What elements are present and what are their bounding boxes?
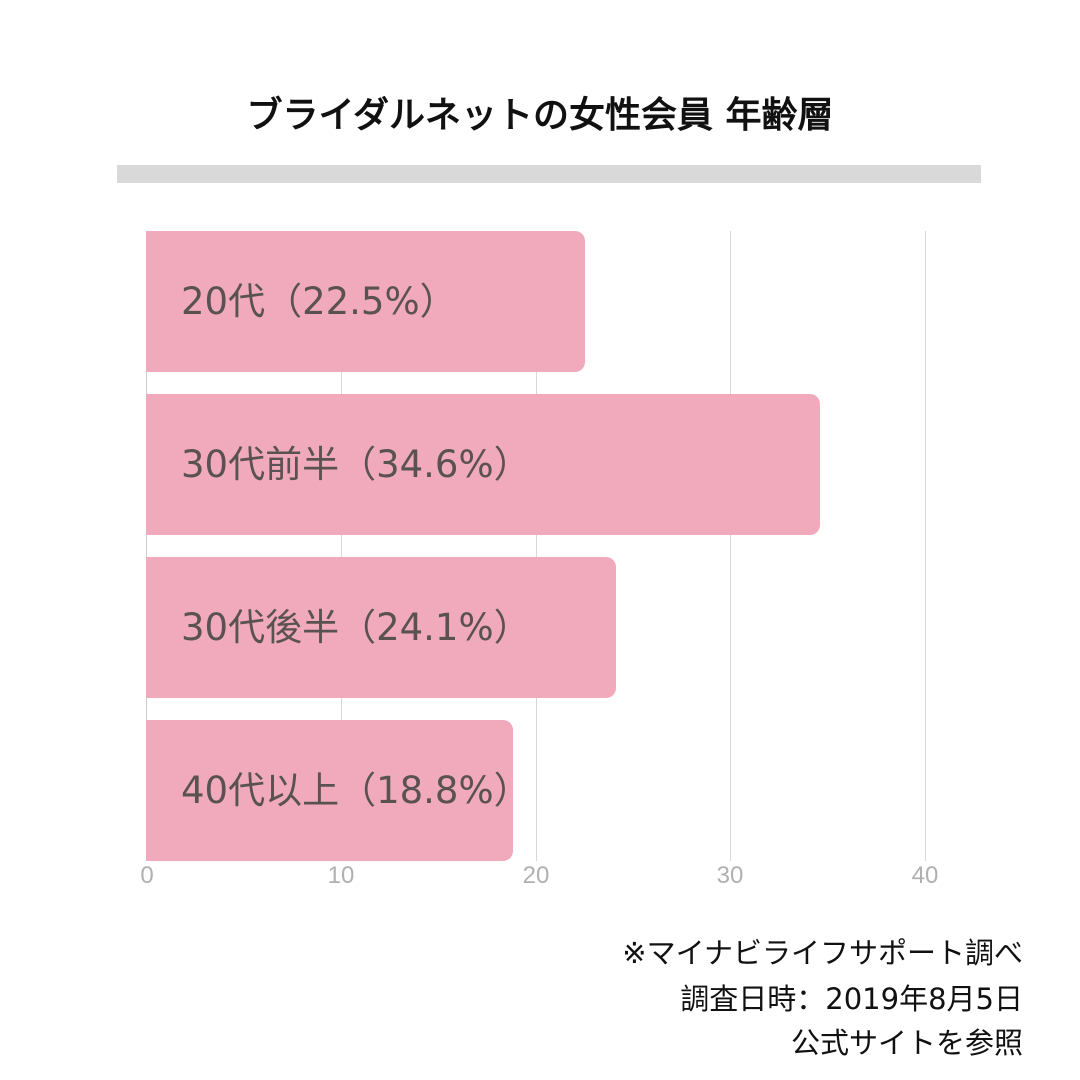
chart-title: ブライダルネットの女性会員 年齢層 bbox=[246, 95, 834, 136]
bar-label-early-30s: 30代前半（34.6%） bbox=[181, 443, 531, 486]
x-tick-40: 40 bbox=[911, 862, 939, 889]
bar-label-20s: 20代（22.5%） bbox=[181, 280, 457, 323]
source-note: ※マイナビライフサポート調べ bbox=[622, 936, 1023, 970]
bar-40s-plus bbox=[146, 720, 513, 861]
reference-note: 公式サイトを参照 bbox=[790, 1026, 1023, 1060]
bar-label-40s-plus: 40代以上（18.8%） bbox=[181, 769, 531, 812]
x-tick-0: 0 bbox=[140, 862, 154, 889]
gridline-10 bbox=[341, 231, 342, 861]
title-divider bbox=[117, 165, 981, 183]
x-tick-20: 20 bbox=[522, 862, 550, 889]
bar-20s bbox=[146, 231, 585, 372]
y-axis-line bbox=[146, 231, 147, 861]
gridline-40 bbox=[925, 231, 926, 861]
x-tick-30: 30 bbox=[716, 862, 744, 889]
gridline-30 bbox=[730, 231, 731, 861]
gridline-20 bbox=[536, 231, 537, 861]
bar-early-30s bbox=[146, 394, 820, 535]
x-tick-10: 10 bbox=[327, 862, 355, 889]
plot-area: 20代（22.5%） 30代前半（34.6%） 30代後半（24.1%） 40代… bbox=[146, 231, 946, 861]
bar-late-30s bbox=[146, 557, 616, 698]
bar-label-late-30s: 30代後半（24.1%） bbox=[181, 606, 531, 649]
survey-date-note: 調査日時：2019年8月5日 bbox=[680, 982, 1023, 1016]
